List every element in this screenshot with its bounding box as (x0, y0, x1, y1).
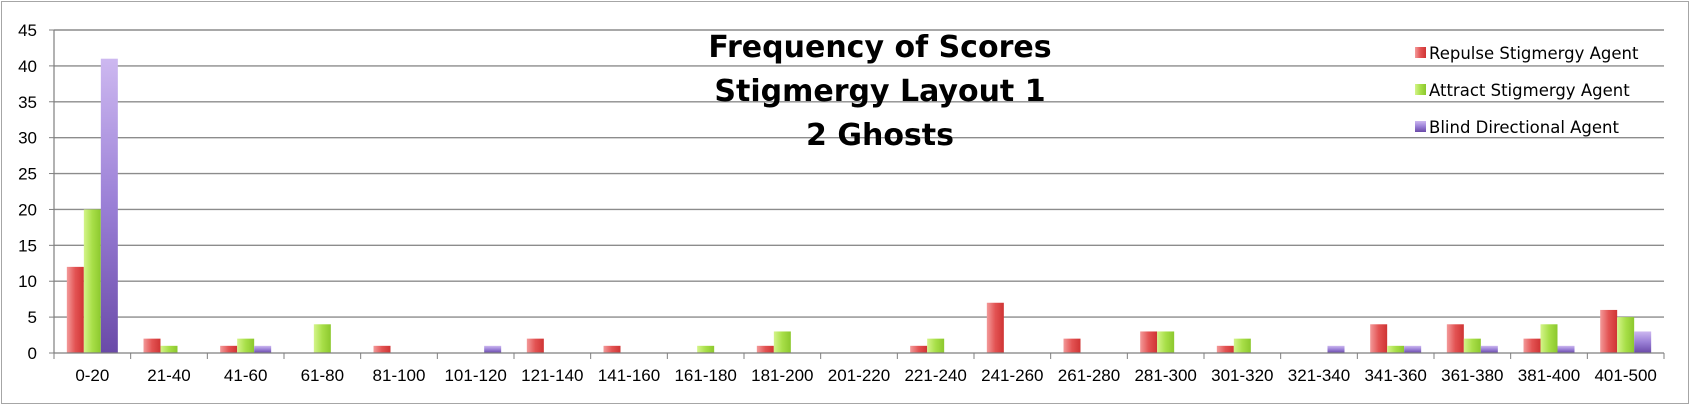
bar-blind-directional-agent-321-340 (1327, 345, 1345, 353)
x-tick-label: 21-40 (147, 366, 190, 385)
bar-repulse-stigmergy-agent-341-360 (1370, 324, 1388, 353)
x-tick-label: 401-500 (1594, 366, 1656, 385)
x-tick-label: 0-20 (75, 366, 109, 385)
bar-attract-stigmergy-agent-281-300 (1157, 331, 1175, 353)
bar-blind-directional-agent-401-500 (1634, 331, 1652, 353)
chart-title-line: Stigmergy Layout 1 (714, 74, 1045, 109)
bar-attract-stigmergy-agent-21-40 (160, 345, 178, 353)
y-tick-label: 15 (18, 236, 37, 255)
bar-repulse-stigmergy-agent-81-100 (373, 345, 391, 353)
bar-attract-stigmergy-agent-181-200 (773, 331, 791, 353)
bar-attract-stigmergy-agent-381-400 (1540, 324, 1558, 353)
y-tick-label: 0 (28, 344, 37, 363)
legend-label: Blind Directional Agent (1429, 118, 1620, 137)
x-tick-label: 181-200 (751, 366, 813, 385)
legend-label: Attract Stigmergy Agent (1429, 81, 1630, 100)
y-tick-label: 35 (18, 93, 37, 112)
y-tick-label: 45 (18, 21, 37, 40)
bar-blind-directional-agent-101-120 (484, 345, 502, 353)
x-tick-label: 361-380 (1441, 366, 1503, 385)
bar-repulse-stigmergy-agent-381-400 (1523, 338, 1541, 353)
bar-repulse-stigmergy-agent-401-500 (1600, 309, 1618, 353)
legend-swatch (1415, 84, 1426, 95)
y-tick-label: 5 (28, 308, 37, 327)
x-tick-label: 301-320 (1211, 366, 1273, 385)
bar-repulse-stigmergy-agent-221-240 (910, 345, 928, 353)
y-tick-label: 40 (18, 57, 37, 76)
bar-attract-stigmergy-agent-221-240 (927, 338, 945, 353)
bar-blind-directional-agent-41-60 (254, 345, 272, 353)
y-tick-label: 20 (18, 200, 37, 219)
x-tick-label: 101-120 (444, 366, 506, 385)
x-tick-label: 261-280 (1058, 366, 1120, 385)
bar-blind-directional-agent-361-380 (1480, 345, 1498, 353)
bar-attract-stigmergy-agent-361-380 (1463, 338, 1481, 353)
y-tick-label: 25 (18, 165, 37, 184)
bar-repulse-stigmergy-agent-121-140 (526, 338, 544, 353)
bar-repulse-stigmergy-agent-141-160 (603, 345, 621, 353)
bar-attract-stigmergy-agent-301-320 (1233, 338, 1251, 353)
bar-repulse-stigmergy-agent-261-280 (1063, 338, 1081, 353)
x-tick-label: 221-240 (904, 366, 966, 385)
x-tick-label: 81-100 (373, 366, 426, 385)
bar-attract-stigmergy-agent-0-20 (83, 209, 101, 353)
x-tick-label: 141-160 (598, 366, 660, 385)
x-tick-label: 121-140 (521, 366, 583, 385)
bar-blind-directional-agent-381-400 (1557, 345, 1575, 353)
bar-attract-stigmergy-agent-401-500 (1617, 317, 1635, 353)
bar-blind-directional-agent-341-360 (1404, 345, 1422, 353)
y-tick-label: 10 (18, 272, 37, 291)
y-tick-label: 30 (18, 129, 37, 148)
x-tick-label: 41-60 (224, 366, 267, 385)
x-tick-label: 381-400 (1518, 366, 1580, 385)
x-tick-label: 341-360 (1364, 366, 1426, 385)
x-tick-label: 161-180 (674, 366, 736, 385)
bar-repulse-stigmergy-agent-281-300 (1140, 331, 1158, 353)
bar-attract-stigmergy-agent-341-360 (1387, 345, 1405, 353)
x-tick-label: 281-300 (1134, 366, 1196, 385)
bar-repulse-stigmergy-agent-181-200 (756, 345, 774, 353)
bar-repulse-stigmergy-agent-301-320 (1216, 345, 1234, 353)
x-tick-label: 321-340 (1288, 366, 1350, 385)
bar-attract-stigmergy-agent-61-80 (313, 324, 331, 353)
bar-attract-stigmergy-agent-41-60 (237, 338, 255, 353)
legend-label: Repulse Stigmergy Agent (1429, 44, 1639, 63)
bar-repulse-stigmergy-agent-361-380 (1446, 324, 1464, 353)
legend-swatch (1415, 121, 1426, 132)
x-tick-label: 201-220 (828, 366, 890, 385)
x-tick-label: 61-80 (301, 366, 344, 385)
bar-repulse-stigmergy-agent-241-260 (986, 302, 1004, 353)
x-tick-label: 241-260 (981, 366, 1043, 385)
legend-swatch (1415, 47, 1426, 58)
bar-repulse-stigmergy-agent-41-60 (220, 345, 238, 353)
bar-attract-stigmergy-agent-161-180 (697, 345, 715, 353)
bar-repulse-stigmergy-agent-0-20 (66, 266, 84, 353)
chart-title-line: Frequency of Scores (708, 30, 1051, 65)
bar-repulse-stigmergy-agent-21-40 (143, 338, 161, 353)
bar-blind-directional-agent-0-20 (100, 58, 118, 353)
chart-title-line: 2 Ghosts (806, 118, 954, 153)
